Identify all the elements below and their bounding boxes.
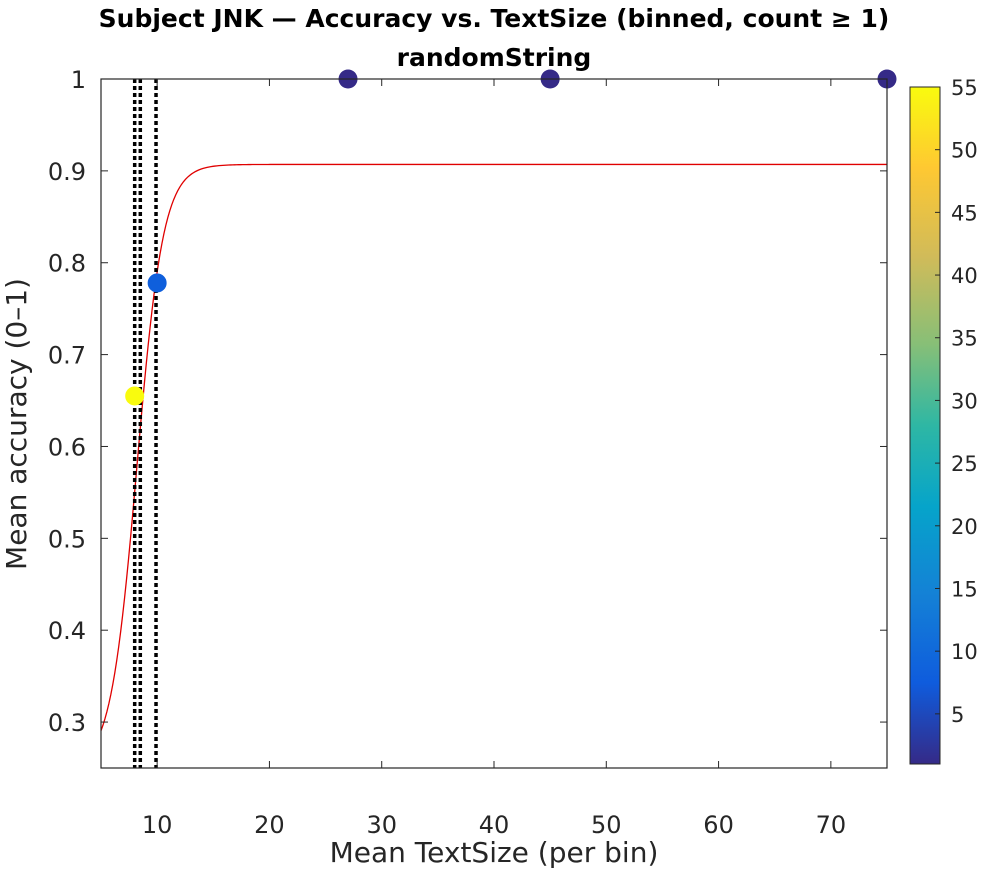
colorbar-tick-label: 20: [951, 515, 978, 539]
colorbar-tick-label: 30: [951, 389, 978, 413]
x-tick-label: 60: [703, 811, 734, 839]
fit-curve-layer: [100, 163, 887, 731]
y-tick-label: 0.4: [48, 617, 86, 645]
y-axis-label: Mean accuracy (0–1): [0, 278, 33, 570]
colorbar-tick-label: 15: [951, 577, 978, 601]
y-tick-label: 0.6: [48, 433, 86, 461]
x-tick-label: 20: [254, 811, 285, 839]
y-tick-label: 0.8: [48, 250, 86, 278]
colorbar-tick-label: 35: [951, 327, 978, 351]
y-tick-label: 1: [71, 66, 86, 94]
y-axis-ticks: 0.3 0.4 0.5 0.6 0.7 0.8 0.9 1: [48, 66, 887, 737]
plot-area: [101, 79, 887, 768]
data-points-layer: [125, 69, 897, 406]
colorbar-tick-label: 25: [951, 452, 978, 476]
x-tick-label: 70: [816, 811, 847, 839]
threshold-lines-layer: [132, 79, 158, 768]
y-tick-label: 0.7: [48, 342, 86, 370]
x-axis-ticks: 10 20 30 40 50 60 70: [142, 79, 846, 839]
chart-title: Subject JNK — Accuracy vs. TextSize (bin…: [99, 4, 890, 33]
colorbar-tick-label: 40: [951, 264, 978, 288]
x-tick-label: 10: [142, 811, 173, 839]
chart-subtitle: randomString: [397, 43, 592, 72]
y-tick-label: 0.9: [48, 158, 86, 186]
x-axis-label: Mean TextSize (per bin): [330, 836, 659, 869]
colorbar: [909, 86, 941, 765]
x-tick-label: 30: [366, 811, 397, 839]
x-tick-label: 50: [591, 811, 622, 839]
data-point: [125, 386, 145, 406]
colorbar-tick-label: 10: [951, 640, 978, 664]
colorbar-ticks: 5 10 15 20 25 30 35 40 45 50 55: [935, 76, 978, 727]
colorbar-tick-label: 50: [951, 139, 978, 163]
colorbar-tick-label: 5: [951, 703, 964, 727]
fit-curve: [100, 163, 887, 731]
colorbar-tick-label: 55: [951, 76, 978, 100]
data-point: [147, 273, 167, 293]
y-tick-label: 0.5: [48, 525, 86, 553]
colorbar-tick-label: 45: [951, 201, 978, 225]
x-tick-label: 40: [479, 811, 510, 839]
y-tick-label: 0.3: [48, 709, 86, 737]
